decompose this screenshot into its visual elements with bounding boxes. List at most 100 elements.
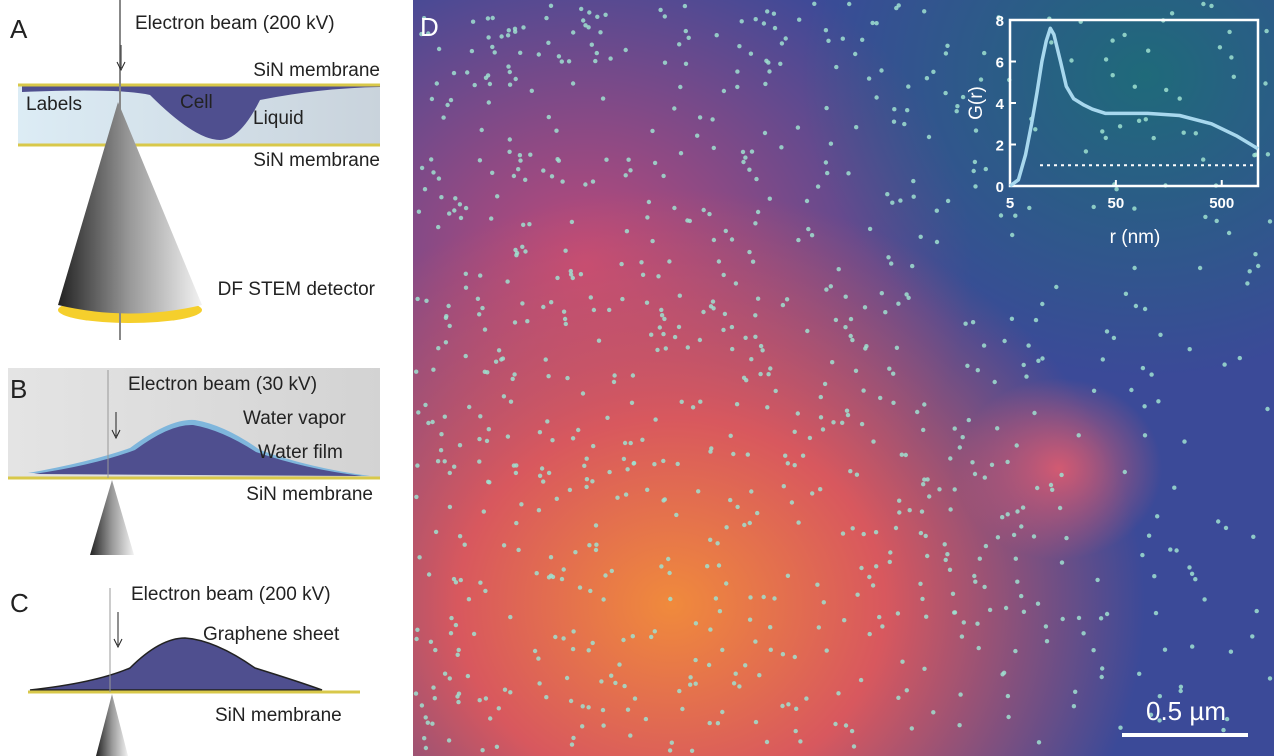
label-dot xyxy=(511,377,515,381)
label-dot xyxy=(786,702,790,706)
label-dot xyxy=(630,401,634,405)
label-dot xyxy=(523,249,527,253)
label-dot xyxy=(615,496,619,500)
label-dot xyxy=(1110,38,1114,42)
label-dot xyxy=(1132,206,1136,210)
label-dot xyxy=(1022,363,1026,367)
label-dot xyxy=(1100,129,1104,133)
label-dot xyxy=(974,128,978,132)
label-dot xyxy=(590,479,594,483)
label-dot xyxy=(868,227,872,231)
label-dot xyxy=(743,663,747,667)
label-dot xyxy=(1194,131,1198,135)
label-dot xyxy=(887,367,891,371)
label-dot xyxy=(796,520,800,524)
label-dot xyxy=(448,324,452,328)
label-dot xyxy=(521,25,525,29)
label-dot xyxy=(1002,339,1006,343)
label-dot xyxy=(871,583,875,587)
label-dot xyxy=(967,418,971,422)
label-dot xyxy=(672,106,676,110)
label-dot xyxy=(861,388,865,392)
label-dot xyxy=(722,89,726,93)
label-dot xyxy=(523,178,527,182)
label-dot xyxy=(1118,124,1122,128)
label-dot xyxy=(1104,57,1108,61)
label-dot xyxy=(870,21,874,25)
label-dot xyxy=(810,233,814,237)
label-dot xyxy=(424,299,428,303)
label-dot xyxy=(423,403,427,407)
label-dot xyxy=(896,611,900,615)
label-dot xyxy=(415,628,419,632)
label-dot xyxy=(730,237,734,241)
label-dot xyxy=(1174,548,1178,552)
label-dot xyxy=(844,723,848,727)
label-dot xyxy=(993,380,997,384)
label-dot xyxy=(478,581,482,585)
label-dot xyxy=(890,201,894,205)
label-dot xyxy=(862,532,866,536)
label-dot xyxy=(449,631,453,635)
y-axis-label: G(r) xyxy=(966,86,987,120)
label-dot xyxy=(756,297,760,301)
label-dot xyxy=(794,729,798,733)
label-dot xyxy=(943,542,947,546)
label-dot xyxy=(1229,650,1233,654)
label-dot xyxy=(796,411,800,415)
label-dot xyxy=(466,674,470,678)
label-dot xyxy=(647,200,651,204)
label-dot xyxy=(426,721,430,725)
label-dot xyxy=(753,313,757,317)
label-dot xyxy=(1105,329,1109,333)
label-dot xyxy=(900,453,904,457)
label-dot xyxy=(560,59,564,63)
label-dot xyxy=(772,12,776,16)
label-dot xyxy=(512,174,516,178)
label-dot xyxy=(687,36,691,40)
label-dot xyxy=(905,108,909,112)
label-dot xyxy=(625,467,629,471)
label-dot xyxy=(650,129,654,133)
label-dot xyxy=(617,662,621,666)
label-dot xyxy=(1182,131,1186,135)
label-dot xyxy=(1027,206,1031,210)
label-dot xyxy=(661,174,665,178)
label-dot xyxy=(605,416,609,420)
label-dot xyxy=(550,174,554,178)
label-dot xyxy=(537,681,541,685)
label-dot xyxy=(756,210,760,214)
label-dot xyxy=(735,505,739,509)
label-dot xyxy=(867,76,871,80)
label-dot xyxy=(863,305,867,309)
label-dot xyxy=(478,273,482,277)
label-dot xyxy=(1154,611,1158,615)
label-dot xyxy=(434,530,438,534)
label-dot xyxy=(880,624,884,628)
label-dot xyxy=(1256,264,1260,268)
panel-a: A Electron beam (200 kV) SiN membrane La… xyxy=(10,0,380,340)
label-dot xyxy=(946,199,950,203)
label-dot xyxy=(433,648,437,652)
label-dot xyxy=(1022,610,1026,614)
label-dot xyxy=(591,179,595,183)
label-dot xyxy=(1058,506,1062,510)
label-dot xyxy=(715,33,719,37)
label-dot xyxy=(513,248,517,252)
label-dot xyxy=(765,9,769,13)
label-dot xyxy=(911,179,915,183)
label-dot xyxy=(976,368,980,372)
label-dot xyxy=(595,15,599,19)
label-dot xyxy=(982,343,986,347)
label-dot xyxy=(1000,515,1004,519)
label-dot xyxy=(601,708,605,712)
label-dot xyxy=(970,460,974,464)
label-dot xyxy=(1149,372,1153,376)
label-dot xyxy=(1201,157,1205,161)
label-dot xyxy=(978,557,982,561)
label-dot xyxy=(663,14,667,18)
label-dot xyxy=(586,705,590,709)
label-dot xyxy=(623,441,627,445)
label-dot xyxy=(698,115,702,119)
label-dot xyxy=(458,443,462,447)
